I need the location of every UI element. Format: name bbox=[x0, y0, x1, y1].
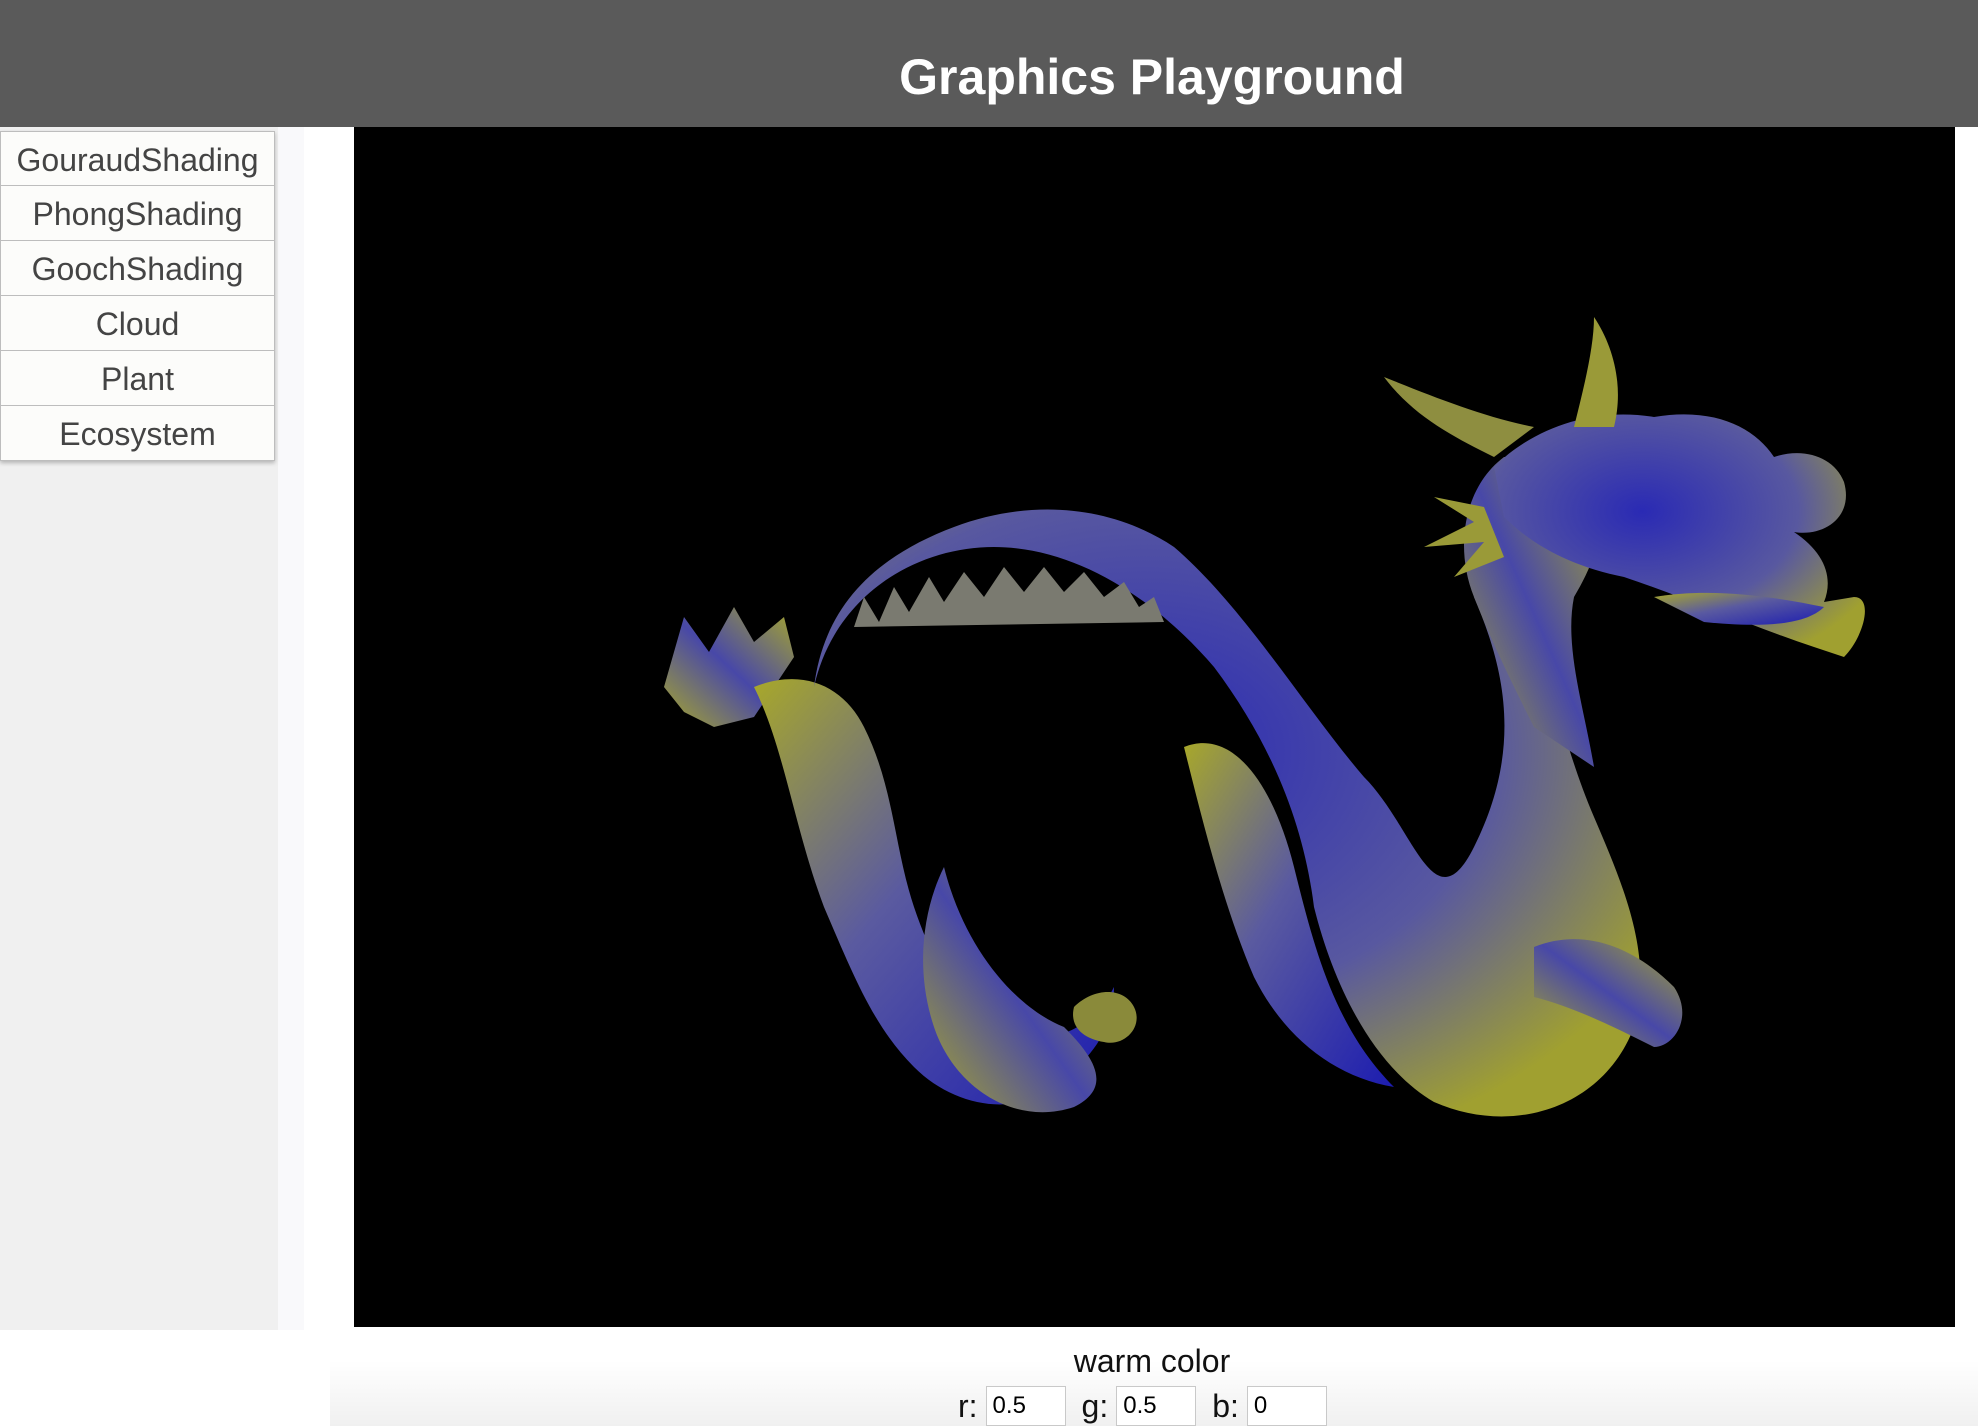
menu-item-cloud[interactable]: Cloud bbox=[0, 296, 275, 351]
dragon-icon bbox=[664, 317, 1865, 1117]
render-canvas[interactable] bbox=[354, 127, 1955, 1327]
menu-item-gooch-shading[interactable]: GoochShading bbox=[0, 241, 275, 296]
warm-color-label: warm color bbox=[1073, 1343, 1231, 1379]
sidebar-scroll-track bbox=[278, 127, 304, 1330]
r-input[interactable] bbox=[985, 1386, 1066, 1426]
b-input[interactable] bbox=[1246, 1386, 1327, 1426]
menu-item-ecosystem[interactable]: Ecosystem bbox=[0, 406, 275, 461]
menu-item-phong-shading[interactable]: PhongShading bbox=[0, 186, 275, 241]
menu-item-gouraud-shading[interactable]: GouraudShading bbox=[0, 131, 275, 186]
app-header: Graphics Playground bbox=[0, 0, 1978, 127]
menu-item-plant[interactable]: Plant bbox=[0, 351, 275, 406]
g-label: g: bbox=[1081, 1387, 1109, 1424]
page-title: Graphics Playground bbox=[899, 49, 1405, 105]
shader-menu: GouraudShading PhongShading GoochShading… bbox=[0, 131, 275, 461]
r-label: r: bbox=[958, 1387, 978, 1424]
g-input[interactable] bbox=[1116, 1386, 1197, 1426]
warm-color-inputs: r: g: b: bbox=[958, 1386, 1343, 1426]
b-label: b: bbox=[1212, 1387, 1239, 1424]
